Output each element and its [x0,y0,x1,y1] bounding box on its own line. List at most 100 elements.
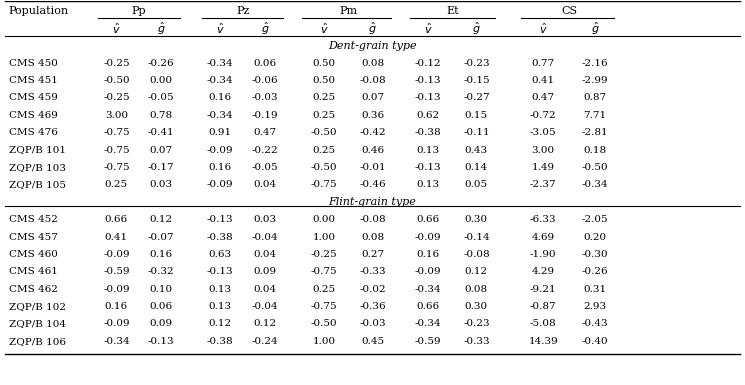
Text: 14.39: 14.39 [528,337,558,346]
Text: 0.13: 0.13 [209,302,232,311]
Text: -2.81: -2.81 [582,128,609,137]
Text: -0.38: -0.38 [207,337,234,346]
Text: -0.75: -0.75 [103,146,130,154]
Text: 0.12: 0.12 [465,267,488,276]
Text: -0.01: -0.01 [359,163,386,172]
Text: -0.13: -0.13 [207,215,234,224]
Text: -0.27: -0.27 [463,94,489,102]
Text: $\hat{g}$: $\hat{g}$ [368,20,377,37]
Text: -0.75: -0.75 [103,163,130,172]
Text: -0.75: -0.75 [311,302,337,311]
Text: 0.25: 0.25 [313,285,336,294]
Text: 0.41: 0.41 [105,233,128,241]
Text: -0.13: -0.13 [415,163,442,172]
Text: -0.34: -0.34 [207,59,234,68]
Text: -0.50: -0.50 [311,128,337,137]
Text: -0.25: -0.25 [311,250,337,259]
Text: Pm: Pm [339,6,358,16]
Text: -0.04: -0.04 [252,302,278,311]
Text: 0.41: 0.41 [532,76,555,85]
Text: 0.31: 0.31 [583,285,606,294]
Text: -0.33: -0.33 [463,337,489,346]
Text: -0.43: -0.43 [582,320,609,328]
Text: CMS 457: CMS 457 [9,233,57,241]
Text: -0.05: -0.05 [252,163,278,172]
Text: -0.34: -0.34 [415,320,442,328]
Text: 0.09: 0.09 [253,267,276,276]
Text: 3.00: 3.00 [532,146,555,154]
Text: -0.75: -0.75 [311,267,337,276]
Text: 0.08: 0.08 [361,233,384,241]
Text: -0.50: -0.50 [311,163,337,172]
Text: -0.02: -0.02 [359,285,386,294]
Text: 0.13: 0.13 [416,180,440,189]
Text: 0.25: 0.25 [105,180,128,189]
Text: $\hat{g}$: $\hat{g}$ [472,20,481,37]
Text: 0.06: 0.06 [150,302,173,311]
Text: 0.05: 0.05 [465,180,488,189]
Text: Pp: Pp [131,6,146,16]
Text: 0.13: 0.13 [209,285,232,294]
Text: 0.15: 0.15 [465,111,488,120]
Text: -0.09: -0.09 [103,320,130,328]
Text: -0.07: -0.07 [148,233,174,241]
Text: -0.13: -0.13 [415,94,442,102]
Text: 0.14: 0.14 [465,163,488,172]
Text: 1.00: 1.00 [313,233,336,241]
Text: $\hat{g}$: $\hat{g}$ [261,20,269,37]
Text: 0.04: 0.04 [253,250,276,259]
Text: -0.87: -0.87 [530,302,557,311]
Text: CMS 476: CMS 476 [9,128,57,137]
Text: -0.08: -0.08 [463,250,489,259]
Text: ZQP/B 101: ZQP/B 101 [9,146,66,154]
Text: ZQP/B 103: ZQP/B 103 [9,163,66,172]
Text: -0.72: -0.72 [530,111,557,120]
Text: 0.04: 0.04 [253,180,276,189]
Text: 0.12: 0.12 [150,215,173,224]
Text: CMS 462: CMS 462 [9,285,57,294]
Text: -9.21: -9.21 [530,285,557,294]
Text: -0.23: -0.23 [463,320,489,328]
Text: 0.91: 0.91 [209,128,232,137]
Text: 0.04: 0.04 [253,285,276,294]
Text: 0.43: 0.43 [465,146,488,154]
Text: 0.87: 0.87 [583,94,606,102]
Text: $\hat{g}$: $\hat{g}$ [591,20,600,37]
Text: 1.00: 1.00 [313,337,336,346]
Text: -0.15: -0.15 [463,76,489,85]
Text: -6.33: -6.33 [530,215,557,224]
Text: -0.50: -0.50 [582,163,609,172]
Text: $\hat{v}$: $\hat{v}$ [424,21,433,35]
Text: -0.03: -0.03 [252,94,278,102]
Text: 0.03: 0.03 [150,180,173,189]
Text: -0.38: -0.38 [415,128,442,137]
Text: 0.10: 0.10 [150,285,173,294]
Text: $\hat{v}$: $\hat{v}$ [320,21,329,35]
Text: -0.36: -0.36 [359,302,386,311]
Text: CMS 461: CMS 461 [9,267,57,276]
Text: CMS 469: CMS 469 [9,111,57,120]
Text: 0.30: 0.30 [465,215,488,224]
Text: ZQP/B 106: ZQP/B 106 [9,337,66,346]
Text: 0.12: 0.12 [209,320,232,328]
Text: 0.47: 0.47 [532,94,555,102]
Text: -0.13: -0.13 [207,267,234,276]
Text: 7.71: 7.71 [583,111,606,120]
Text: -0.14: -0.14 [463,233,489,241]
Text: 0.66: 0.66 [416,215,440,224]
Text: 0.50: 0.50 [313,59,336,68]
Text: Population: Population [9,6,69,16]
Text: -0.08: -0.08 [359,215,386,224]
Text: 0.63: 0.63 [209,250,232,259]
Text: -0.23: -0.23 [463,59,489,68]
Text: -0.26: -0.26 [582,267,609,276]
Text: 0.25: 0.25 [313,94,336,102]
Text: 4.69: 4.69 [532,233,555,241]
Text: 0.00: 0.00 [150,76,173,85]
Text: -1.90: -1.90 [530,250,557,259]
Text: 0.12: 0.12 [253,320,276,328]
Text: -0.34: -0.34 [415,285,442,294]
Text: 2.93: 2.93 [583,302,606,311]
Text: $\hat{v}$: $\hat{v}$ [216,21,225,35]
Text: -0.08: -0.08 [359,76,386,85]
